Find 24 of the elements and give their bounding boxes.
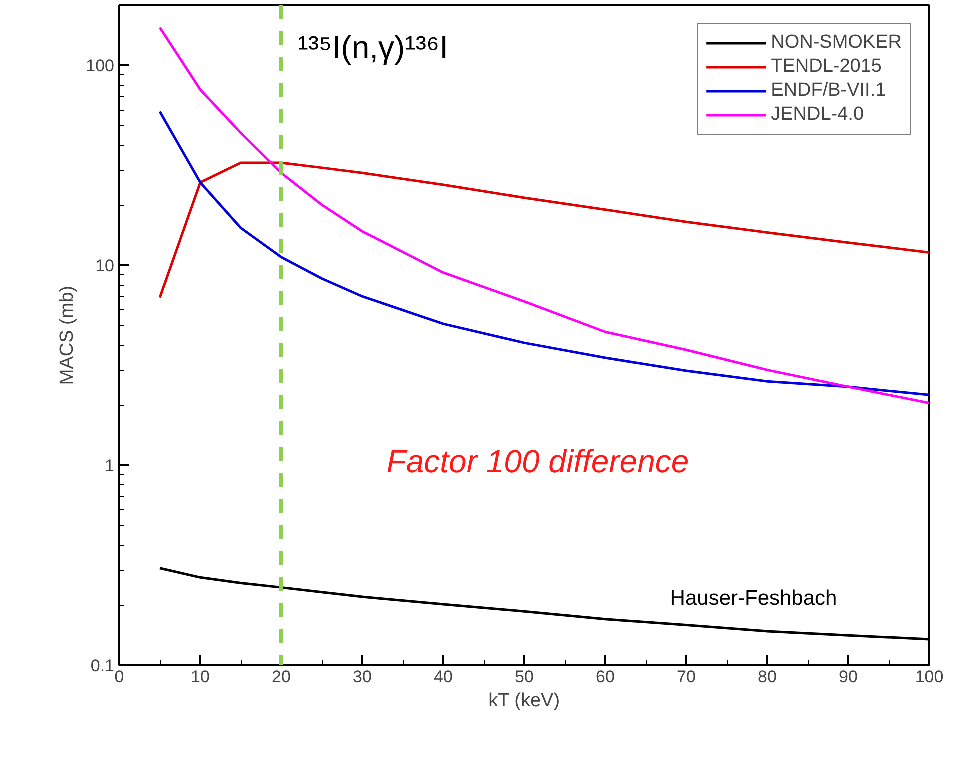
legend-label: NON-SMOKER	[771, 32, 902, 54]
x-tick-label: 20	[272, 668, 291, 686]
x-tick-label: 50	[515, 668, 534, 686]
annotation: Factor 100 difference	[386, 444, 690, 480]
x-tick-label: 10	[191, 668, 210, 686]
y-tick-label: 100	[86, 56, 115, 76]
x-tick-label: 70	[677, 668, 696, 686]
legend-label: JENDL-4.0	[771, 104, 864, 126]
x-tick-label: 40	[434, 668, 453, 686]
x-axis-title: kT (keV)	[488, 690, 560, 712]
x-tick-label: 0	[114, 668, 124, 686]
x-tick-label: 80	[758, 668, 777, 686]
x-tick-label: 90	[839, 668, 858, 686]
annotation: ¹³⁵I(n,γ)¹³⁶I	[298, 30, 449, 66]
x-tick-label: 60	[596, 668, 615, 686]
x-tick-label: 100	[915, 668, 944, 686]
y-tick-label: 0.1	[90, 656, 115, 676]
y-tick-label: 1	[105, 456, 115, 476]
y-tick-label: 10	[96, 256, 115, 276]
x-tick-label: 30	[353, 668, 372, 686]
annotation: Hauser-Feshbach	[670, 586, 838, 610]
legend-label: TENDL-2015	[771, 56, 882, 78]
y-axis-title: MACS (mb)	[57, 286, 78, 386]
legend-label: ENDF/B-VII.1	[771, 80, 886, 102]
